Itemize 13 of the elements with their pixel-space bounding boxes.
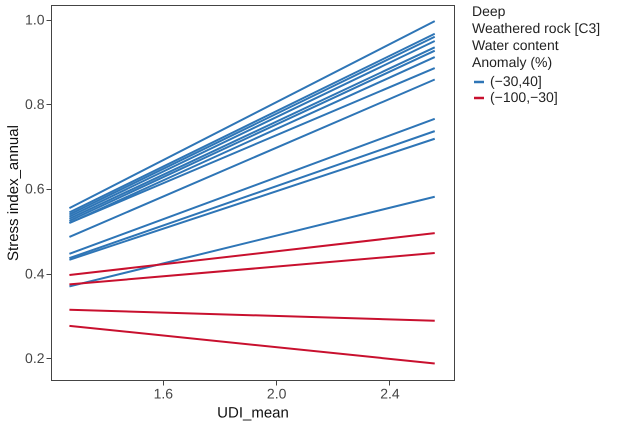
legend-label: (−30,40] [490, 73, 542, 89]
x-tick-label: 1.6 [154, 386, 174, 402]
y-tick-label: 1.0 [25, 11, 45, 28]
y-axis-title: Stress index_annual [5, 125, 22, 261]
x-tick-label: 2.0 [266, 386, 287, 402]
x-axis-title: UDI_mean [217, 404, 289, 422]
legend-label: (−100,−30] [490, 89, 558, 105]
y-tick-label: 0.8 [25, 96, 45, 112]
legend-title: Deep Weathered rock [C3] Water content Anomaly (%) [472, 3, 600, 70]
y-tick-label: 0.4 [25, 265, 45, 282]
y-tick-label: 0.2 [25, 350, 45, 366]
y-tick-label: 0.6 [25, 180, 45, 197]
x-tick-label: 2.4 [380, 386, 400, 402]
